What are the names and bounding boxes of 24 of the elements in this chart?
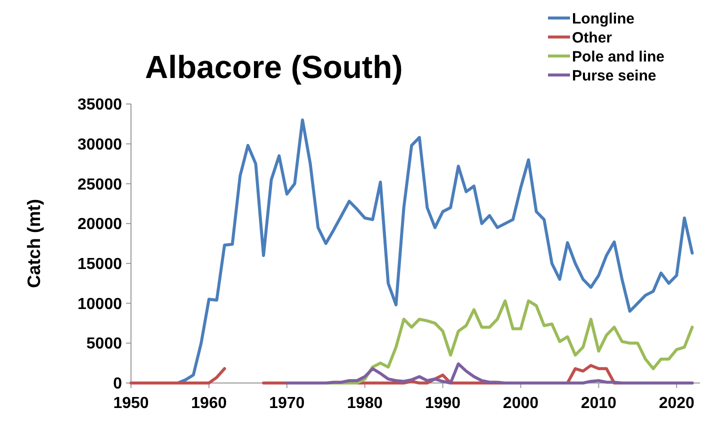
x-tick-label: 2000 xyxy=(502,395,539,412)
legend-label: Purse seine xyxy=(572,67,656,84)
y-tick-label: 30000 xyxy=(78,136,122,154)
line-series xyxy=(176,118,694,384)
legend-label: Other xyxy=(572,29,612,46)
legend-label: Longline xyxy=(572,10,634,28)
y-tick-label: 35000 xyxy=(78,96,122,114)
x-tick-label: 1960 xyxy=(191,395,227,412)
x-tick-label: 2010 xyxy=(580,395,617,412)
x-tick-label: 1950 xyxy=(113,395,149,412)
x-tick-label: 2020 xyxy=(658,395,695,412)
legend-label: Pole and line xyxy=(572,48,665,66)
x-tick-label: 1980 xyxy=(347,395,383,412)
x-tick-label: 1990 xyxy=(424,395,461,412)
y-tick-label: 10000 xyxy=(78,296,122,313)
y-tick-label: 0 xyxy=(113,376,122,393)
y-tick-label: 5000 xyxy=(86,336,122,353)
y-axis-title: Catch (mt) xyxy=(24,198,44,288)
chart-title: Albacore (South) xyxy=(145,49,403,85)
y-tick-label: 20000 xyxy=(78,216,122,234)
line-series xyxy=(285,362,694,384)
y-tick-label: 15000 xyxy=(78,256,122,274)
x-tick-label: 1970 xyxy=(269,395,305,412)
y-tick-label: 25000 xyxy=(78,176,122,194)
